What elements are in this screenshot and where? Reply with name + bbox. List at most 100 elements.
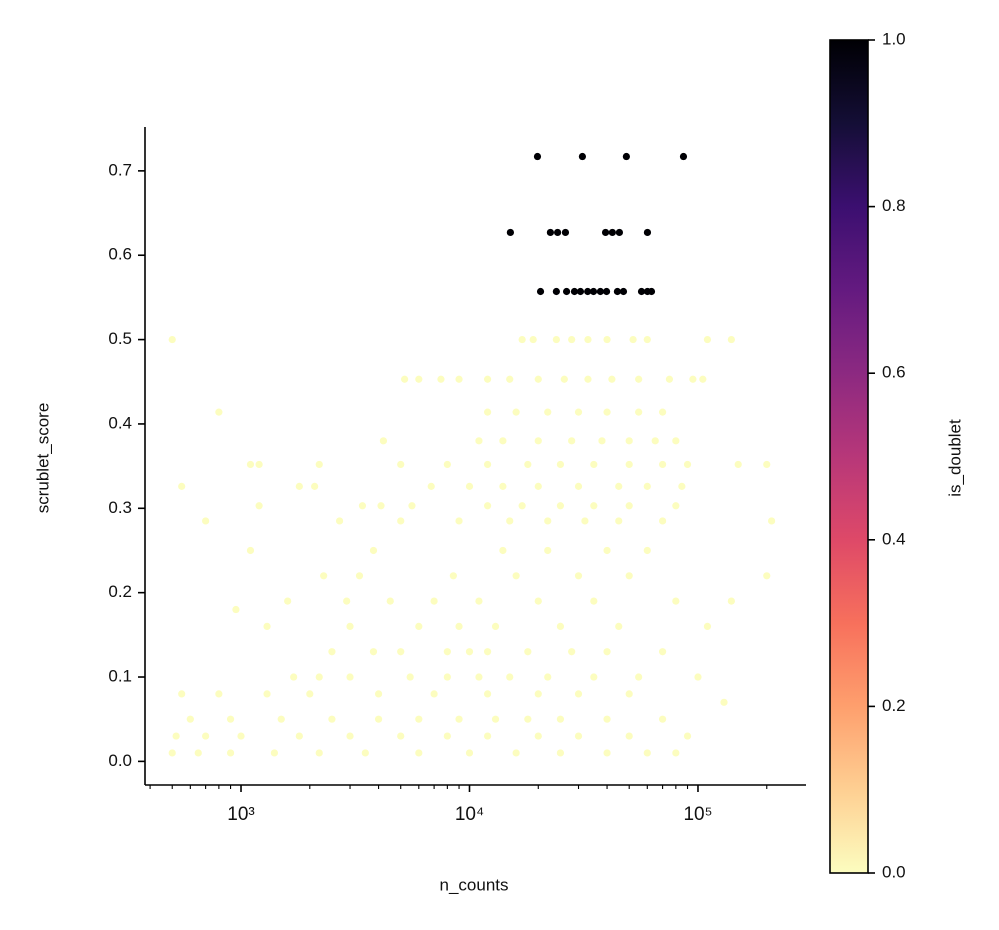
point bbox=[576, 287, 585, 296]
point bbox=[295, 732, 303, 740]
point bbox=[603, 546, 611, 555]
point bbox=[678, 482, 686, 490]
point bbox=[475, 437, 483, 445]
point bbox=[584, 287, 592, 296]
point bbox=[483, 408, 492, 416]
point bbox=[499, 482, 507, 490]
point bbox=[449, 572, 457, 580]
point bbox=[625, 572, 633, 580]
point bbox=[727, 597, 735, 605]
point bbox=[556, 622, 565, 631]
point bbox=[284, 597, 292, 605]
point bbox=[178, 482, 186, 490]
point bbox=[608, 375, 616, 383]
point bbox=[720, 698, 728, 706]
point bbox=[315, 749, 323, 757]
point bbox=[637, 287, 646, 296]
point bbox=[430, 597, 438, 605]
point bbox=[518, 502, 526, 510]
x-axis-label: n_counts bbox=[440, 875, 509, 894]
point bbox=[694, 673, 702, 681]
point bbox=[524, 460, 532, 469]
point bbox=[534, 690, 542, 698]
point bbox=[491, 715, 500, 723]
point bbox=[397, 648, 405, 656]
point bbox=[290, 673, 298, 681]
point bbox=[658, 517, 667, 525]
point bbox=[475, 597, 483, 605]
point bbox=[643, 749, 651, 757]
point bbox=[556, 715, 565, 723]
point bbox=[232, 605, 240, 614]
point bbox=[552, 287, 560, 296]
colorbar-tick-label: 0.0 bbox=[882, 862, 906, 881]
point bbox=[499, 437, 507, 445]
point bbox=[643, 228, 652, 237]
point bbox=[524, 648, 532, 656]
point bbox=[603, 408, 611, 416]
y-tick-label: 0.1 bbox=[108, 667, 132, 686]
point bbox=[603, 648, 611, 656]
point bbox=[443, 460, 451, 469]
point bbox=[622, 152, 630, 161]
point bbox=[672, 502, 680, 510]
point bbox=[570, 287, 579, 296]
point bbox=[703, 622, 712, 631]
point bbox=[574, 408, 583, 416]
point bbox=[377, 502, 385, 510]
point bbox=[386, 597, 394, 605]
y-axis-label: scrublet_score bbox=[33, 403, 52, 514]
point bbox=[483, 648, 492, 656]
point bbox=[415, 749, 423, 757]
point bbox=[374, 690, 383, 698]
point bbox=[613, 287, 622, 296]
point bbox=[328, 715, 336, 723]
point bbox=[518, 335, 526, 344]
point bbox=[574, 732, 583, 740]
point bbox=[544, 546, 552, 555]
point bbox=[369, 648, 378, 656]
colorbar-tick-label: 0.2 bbox=[882, 696, 906, 715]
point bbox=[584, 375, 592, 383]
point bbox=[168, 749, 176, 757]
point bbox=[629, 335, 637, 344]
point bbox=[506, 517, 514, 525]
point bbox=[178, 690, 186, 698]
point bbox=[561, 228, 570, 237]
y-tick-label: 0.7 bbox=[108, 160, 132, 179]
point bbox=[643, 546, 651, 555]
point bbox=[506, 673, 514, 681]
point bbox=[415, 622, 423, 631]
point bbox=[589, 287, 598, 296]
point bbox=[455, 517, 463, 525]
point bbox=[202, 517, 210, 525]
point bbox=[315, 673, 323, 681]
y-tick-label: 0.2 bbox=[108, 582, 132, 601]
point bbox=[615, 482, 623, 490]
point bbox=[408, 502, 416, 510]
point bbox=[455, 715, 463, 723]
point bbox=[343, 597, 351, 605]
point bbox=[320, 572, 328, 580]
point bbox=[584, 335, 592, 344]
point bbox=[483, 690, 492, 698]
point bbox=[635, 673, 643, 681]
point bbox=[246, 546, 255, 555]
point bbox=[596, 287, 604, 296]
point bbox=[443, 648, 451, 656]
point bbox=[483, 732, 492, 740]
point bbox=[437, 375, 445, 383]
point bbox=[560, 375, 568, 383]
y-tick-label: 0.6 bbox=[108, 245, 132, 264]
point bbox=[465, 749, 474, 757]
point bbox=[615, 517, 623, 525]
point bbox=[215, 690, 223, 698]
point bbox=[689, 375, 697, 383]
point bbox=[544, 673, 552, 681]
point bbox=[512, 572, 520, 580]
point bbox=[226, 715, 235, 723]
point bbox=[683, 460, 692, 469]
point bbox=[536, 287, 545, 296]
point bbox=[635, 408, 643, 416]
point bbox=[665, 375, 674, 383]
